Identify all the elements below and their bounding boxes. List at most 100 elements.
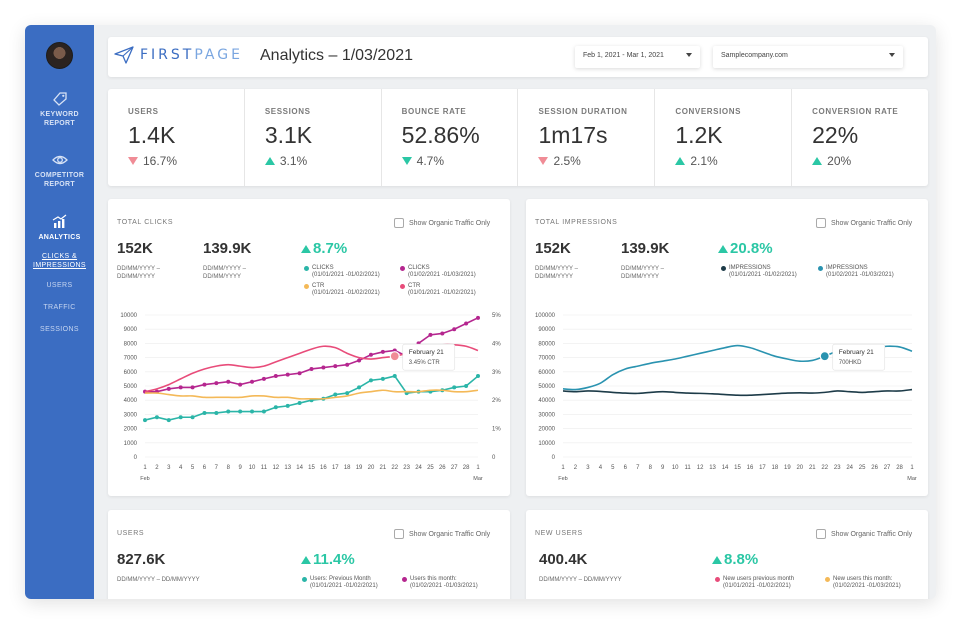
data-point	[357, 385, 362, 390]
kpi-value: 1.4K	[128, 122, 176, 148]
x-tick-label: 15	[308, 465, 315, 471]
data-point	[190, 415, 195, 420]
data-point	[250, 379, 255, 384]
nav-competitor-report[interactable]: COMPETITOR REPORT	[25, 152, 94, 189]
x-tick-label: 9	[238, 465, 242, 471]
x-end-label: Mar	[473, 476, 483, 482]
period-line: DD/MM/YYYY	[621, 274, 660, 280]
data-point	[214, 381, 219, 386]
nav-sub-clicks-impressions[interactable]: CLICKS & IMPRESSIONS	[25, 252, 94, 270]
legend-dot	[304, 266, 309, 271]
kpi-users: USERS 1.4K 16.7%	[108, 89, 245, 186]
date-range-dropdown[interactable]: Feb 1, 2021 - Mar 1, 2021	[575, 46, 700, 68]
period-line: DD/MM/YYYY	[535, 274, 574, 280]
y-tick-label: 5000	[124, 384, 138, 390]
nav-keyword-label-2: REPORT	[44, 120, 75, 127]
x-tick-label: 3	[167, 465, 171, 471]
kpi-value: 1m17s	[538, 122, 608, 148]
nav-sub-users[interactable]: USERS	[46, 282, 73, 289]
main-content: FIRSTPAGE Analytics – 1/03/2021 Feb 1, 2…	[94, 25, 936, 599]
legend-dot	[400, 284, 405, 289]
x-tick-label: 14	[296, 465, 303, 471]
site-dropdown[interactable]: Samplecompany.com	[713, 46, 903, 68]
organic-traffic-toggle[interactable]: Show Organic Traffic Only	[394, 218, 490, 228]
legend-dot	[302, 577, 307, 582]
legend-dot	[402, 577, 407, 582]
checkbox[interactable]	[394, 529, 404, 539]
users-period: DD/MM/YYYY – DD/MM/YYYY	[117, 577, 200, 583]
legend-period: (01/01/2021 -01/02/2021)	[723, 583, 791, 589]
x-tick-label: 16	[320, 465, 327, 471]
legend-item: IMPRESSIONS (01/02/2021 -01/03/2021)	[818, 265, 894, 279]
page-title: Analytics – 1/03/2021	[260, 47, 413, 64]
x-tick-label: 7	[636, 465, 640, 471]
impressions-chart[interactable]: 0 10000 20000 30000 40000 50000 60000 70000 8000…	[526, 303, 928, 493]
checkbox[interactable]	[394, 218, 404, 228]
nav-analytics-label: ANALYTICS	[38, 234, 81, 241]
tag-icon	[52, 92, 67, 106]
user-avatar[interactable]	[46, 42, 73, 69]
arrow-up-icon	[675, 157, 686, 165]
data-point	[190, 385, 195, 390]
toggle-label: Show Organic Traffic Only	[409, 219, 491, 227]
x-tick-label: 17	[332, 465, 339, 471]
x-tick-label: 16	[747, 465, 754, 471]
kpi-label: CONVERSIONS	[675, 107, 742, 116]
nav-sub-sessions[interactable]: SESSIONS	[40, 326, 79, 333]
paper-plane-icon	[114, 46, 134, 64]
x-tick-label: 21	[380, 465, 387, 471]
legend-name: New users this month:	[833, 576, 893, 582]
nav-analytics[interactable]: ANALYTICS	[25, 214, 94, 242]
toggle-label: Show Organic Traffic Only	[409, 530, 491, 538]
legend-period: (01/02/2021 -01/03/2021)	[833, 583, 901, 589]
checkbox[interactable]	[816, 218, 826, 228]
legend-name: CLICKS	[312, 265, 334, 271]
card-title: NEW USERS	[535, 530, 583, 537]
x-tick-label: 9	[661, 465, 665, 471]
x-tick-label: 1	[143, 465, 147, 471]
data-point	[214, 410, 219, 415]
impressions-value-1: 152K	[535, 240, 571, 257]
x-tick-label: 5	[191, 465, 195, 471]
new-users-value: 400.4K	[539, 551, 588, 568]
legend-dot	[825, 577, 830, 582]
y-tick-label: 100000	[535, 313, 556, 319]
total-impressions-card: TOTAL IMPRESSIONS Show Organic Traffic O…	[526, 199, 928, 496]
bar-chart-icon	[52, 214, 66, 228]
clicks-period-2: DD/MM/YYYY – DD/MM/YYYY	[203, 265, 246, 281]
organic-traffic-toggle[interactable]: Show Organic Traffic Only	[816, 529, 912, 539]
data-point	[226, 409, 231, 414]
legend-period: (01/02/2021 -01/03/2021)	[410, 583, 478, 589]
data-point	[440, 331, 445, 336]
data-point	[202, 382, 207, 387]
kpi-value: 3.1K	[264, 122, 313, 148]
checkbox[interactable]	[816, 529, 826, 539]
data-point	[476, 315, 480, 320]
data-point	[285, 372, 290, 377]
x-tick-label: 12	[272, 465, 279, 471]
legend-name: Users: Previous Month	[310, 576, 371, 582]
x-tick-label: 19	[784, 465, 791, 471]
organic-traffic-toggle[interactable]: Show Organic Traffic Only	[394, 529, 490, 539]
kpi-change: 16.7%	[128, 154, 244, 168]
nav-keyword-report[interactable]: KEYWORD REPORT	[25, 91, 94, 128]
impressions-change-value: 20.8%	[730, 240, 773, 257]
x-end-label: Mar	[907, 476, 917, 482]
legend-dot	[818, 266, 823, 271]
nav-sub-traffic[interactable]: TRAFFIC	[43, 304, 76, 311]
data-point	[178, 385, 183, 390]
y-tick-label: 40000	[538, 398, 555, 404]
data-point	[357, 358, 362, 363]
logo-text: FIRSTPAGE	[140, 47, 243, 63]
kpi-change: 20%	[812, 154, 928, 168]
organic-traffic-toggle[interactable]: Show Organic Traffic Only	[816, 218, 912, 228]
legend-item: CTR (01/01/2021 -01/02/2021)	[304, 283, 380, 297]
y-tick-label: 8000	[124, 341, 138, 347]
new-users-card: NEW USERS Show Organic Traffic Only 400.…	[526, 510, 928, 599]
firstpage-logo[interactable]: FIRSTPAGE	[114, 45, 243, 65]
data-point	[380, 376, 385, 381]
y-tick-label: 80000	[538, 341, 555, 347]
legend-period: (01/01/2021 -01/02/2021)	[408, 290, 476, 296]
kpi-value: 22%	[812, 122, 859, 148]
clicks-chart[interactable]: 0100020003000400050006000700080009000100…	[108, 303, 510, 493]
